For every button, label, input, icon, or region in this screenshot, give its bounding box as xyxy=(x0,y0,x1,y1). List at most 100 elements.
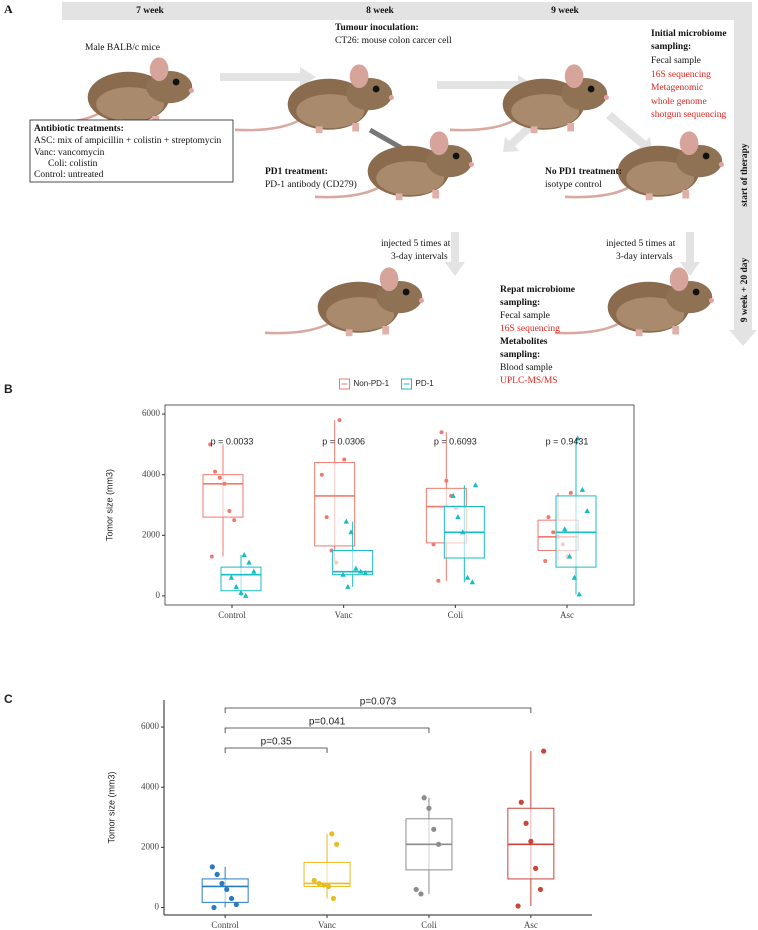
point xyxy=(345,583,351,589)
step-text: isotype control xyxy=(545,180,602,190)
point xyxy=(579,486,586,492)
point xyxy=(523,820,529,826)
point xyxy=(435,841,442,847)
point xyxy=(227,509,232,514)
point xyxy=(571,574,578,580)
point xyxy=(566,553,573,559)
x-tick-label: Asc xyxy=(524,920,538,930)
step-title: Initial microbiome xyxy=(651,29,727,39)
x-tick-label: Asc xyxy=(560,610,574,620)
y-tick-label: 4000 xyxy=(142,469,161,479)
step-title: No PD1 treatment: xyxy=(545,167,622,177)
antibiotic-line: Vanc: vancomycin xyxy=(34,148,105,158)
step-text: 3-day intervals xyxy=(616,252,673,262)
mouse xyxy=(263,265,426,338)
timeline-label: 9 week xyxy=(551,6,579,16)
point xyxy=(208,442,213,447)
mouse xyxy=(448,62,611,135)
comparison-bracket xyxy=(224,747,328,753)
y-tick-label: 6000 xyxy=(142,408,161,418)
comparison-label: p=0.35 xyxy=(261,737,292,748)
legend-label: PD-1 xyxy=(416,379,435,388)
point xyxy=(243,592,249,598)
point xyxy=(233,901,239,908)
y-axis-label: Tomor size (mm3) xyxy=(106,771,116,843)
point xyxy=(546,515,551,520)
step-text: PD-1 antibody (CD279) xyxy=(265,179,357,190)
point xyxy=(209,864,215,870)
point xyxy=(413,886,419,893)
point xyxy=(219,880,225,887)
point xyxy=(450,492,456,498)
antibiotic-line: Control: untreated xyxy=(34,170,104,180)
step-text: Fecal sample xyxy=(500,311,550,321)
antibiotic-line: ASC: mix of ampicillin + colistin + stre… xyxy=(34,135,221,146)
step-title: Tumour inoculation: xyxy=(335,23,419,33)
point xyxy=(316,880,322,887)
point xyxy=(326,883,332,890)
step-title: Repat microbiome xyxy=(500,285,575,295)
panel-label: C xyxy=(4,692,13,706)
point xyxy=(584,508,590,514)
point xyxy=(362,570,369,576)
point xyxy=(518,799,524,805)
point xyxy=(251,568,257,574)
antibiotic-title: Antibiotic treatments: xyxy=(34,124,124,134)
comparison-bracket xyxy=(224,727,430,733)
y-tick-label: 2000 xyxy=(141,841,160,851)
p-value: p = 0.0033 xyxy=(211,436,254,446)
point xyxy=(418,891,424,897)
point xyxy=(224,886,230,893)
point xyxy=(238,589,244,595)
x-tick-label: Coli xyxy=(448,610,464,620)
point xyxy=(464,574,471,580)
x-tick-label: Coli xyxy=(421,920,437,930)
step-text: CT26: mouse colon carcer cell xyxy=(335,36,452,46)
point xyxy=(334,841,340,847)
point xyxy=(426,805,432,811)
step-text: UPLC-MS/MS xyxy=(500,376,558,386)
point xyxy=(421,795,427,801)
step-text: 16S sequencing xyxy=(651,70,711,80)
legend-label: Non-PD-1 xyxy=(354,379,390,388)
point xyxy=(515,903,521,909)
y-axis-label: Tomor size (mm3) xyxy=(104,469,114,541)
point xyxy=(233,583,239,589)
point xyxy=(528,838,534,844)
point xyxy=(246,559,252,565)
point xyxy=(211,904,217,911)
point xyxy=(337,418,342,423)
step-text: shotgun sequencing xyxy=(651,110,726,120)
y-tick-label: 6000 xyxy=(141,721,160,731)
point xyxy=(431,826,437,832)
point xyxy=(214,871,220,878)
point xyxy=(324,515,329,520)
y-tick-label: 0 xyxy=(156,590,161,600)
point xyxy=(353,565,359,571)
p-value: p = 0.6093 xyxy=(434,436,477,446)
point xyxy=(340,571,346,577)
point xyxy=(436,578,441,583)
step-text: 16S sequencing xyxy=(500,324,560,334)
x-tick-label: Vanc xyxy=(335,610,353,620)
p-value: p = 0.0306 xyxy=(322,436,365,446)
side-label: 9 week + 20 day xyxy=(740,257,750,322)
x-tick-label: Vanc xyxy=(318,920,336,930)
point xyxy=(222,481,227,486)
point xyxy=(321,882,327,888)
point xyxy=(537,886,544,893)
point xyxy=(551,530,556,535)
x-tick-label: Control xyxy=(218,610,246,620)
y-tick-label: 0 xyxy=(155,902,160,912)
point xyxy=(342,457,347,462)
panel-label: A xyxy=(4,2,13,16)
point xyxy=(444,478,449,483)
p-value: p = 0.9431 xyxy=(546,436,589,446)
point xyxy=(541,748,547,754)
step-text: 3-day intervals xyxy=(391,252,448,262)
point xyxy=(543,559,548,564)
step-title: PD1 treatment: xyxy=(265,167,328,177)
point xyxy=(439,430,444,435)
point xyxy=(568,490,573,495)
point xyxy=(241,552,247,557)
